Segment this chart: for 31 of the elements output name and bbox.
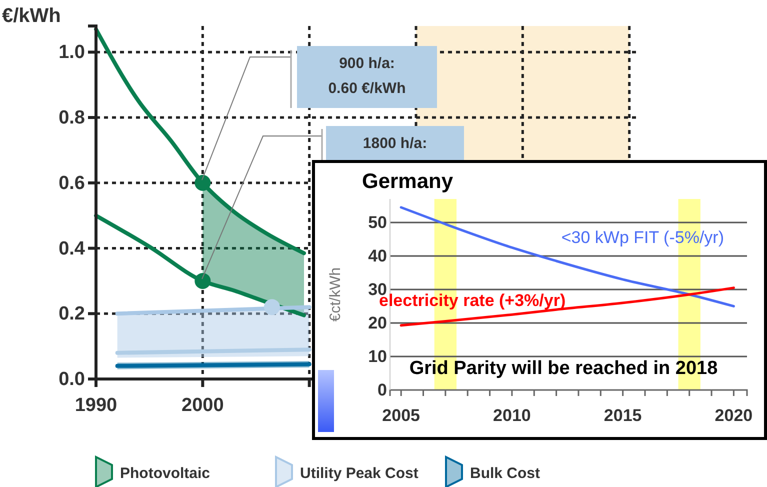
- y-tick-label: 40: [368, 246, 387, 266]
- x-tick-label: 2000: [182, 394, 224, 416]
- x-tick-label: 2020: [714, 406, 753, 426]
- annotation: Grid Parity will be reached in 2018: [409, 358, 718, 379]
- y-tick-label: 20: [368, 313, 387, 332]
- y-tick-label: 0.8: [58, 108, 85, 129]
- chart-title: Germany: [362, 170, 454, 193]
- y-tick-label: 0.0: [58, 369, 85, 390]
- x-tick-label: 2015: [604, 406, 642, 426]
- legend-label: Utility Peak Cost: [300, 465, 418, 482]
- point: [264, 299, 280, 316]
- point: [194, 174, 211, 191]
- y-axis-title: €/kWh: [2, 5, 61, 27]
- y-tick-label: 10: [368, 346, 387, 366]
- y-tick-label: 0.6: [58, 172, 85, 194]
- point: [194, 272, 211, 289]
- annotation: 900 h/a: 0.60 €/kWh: [328, 55, 406, 97]
- y-tick-label: 0.2: [58, 304, 85, 325]
- y-axis-title: €ct/kWh: [327, 267, 344, 322]
- y-tick-label: 0: [378, 380, 387, 400]
- line-series: [94, 214, 306, 318]
- y-tick-label: 1.0: [58, 42, 85, 64]
- line-series: [94, 27, 306, 256]
- annotation: 1800 h/a:: [362, 135, 428, 152]
- legend-label: Photovoltaic: [120, 465, 210, 482]
- x-tick-label: 1990: [74, 394, 118, 416]
- legend-label: Bulk Cost: [470, 465, 540, 482]
- x-tick-label: 2005: [382, 406, 420, 426]
- y-tick-label: 50: [368, 212, 387, 232]
- y-tick-label: 0.4: [58, 238, 86, 260]
- x-tick-label: 2010: [493, 406, 531, 426]
